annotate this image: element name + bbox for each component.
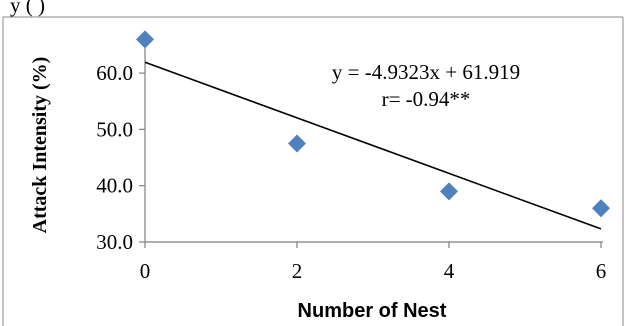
data-point: [592, 199, 610, 218]
x-tick-label: 0: [140, 259, 151, 283]
x-tick-label: 6: [596, 259, 607, 283]
y-tick-label: 40.0: [96, 174, 133, 198]
data-point: [136, 30, 154, 49]
x-axis-title: Number of Nest: [298, 300, 447, 322]
data-point: [288, 134, 306, 153]
correlation-coefficient: r= -0.94**: [382, 87, 471, 111]
x-tick-label: 4: [444, 259, 455, 283]
x-tick-label: 2: [292, 259, 303, 283]
data-point: [440, 182, 458, 201]
trendline: [144, 61, 602, 230]
header-fragment: y ( ): [10, 0, 45, 17]
y-axis-title: Attack Intensity (%): [29, 57, 51, 234]
y-tick-label: 50.0: [96, 117, 133, 141]
y-tick-label: 60.0: [96, 61, 133, 85]
regression-equation: y = -4.9323x + 61.919: [332, 60, 520, 84]
y-tick-label: 30.0: [96, 230, 133, 254]
